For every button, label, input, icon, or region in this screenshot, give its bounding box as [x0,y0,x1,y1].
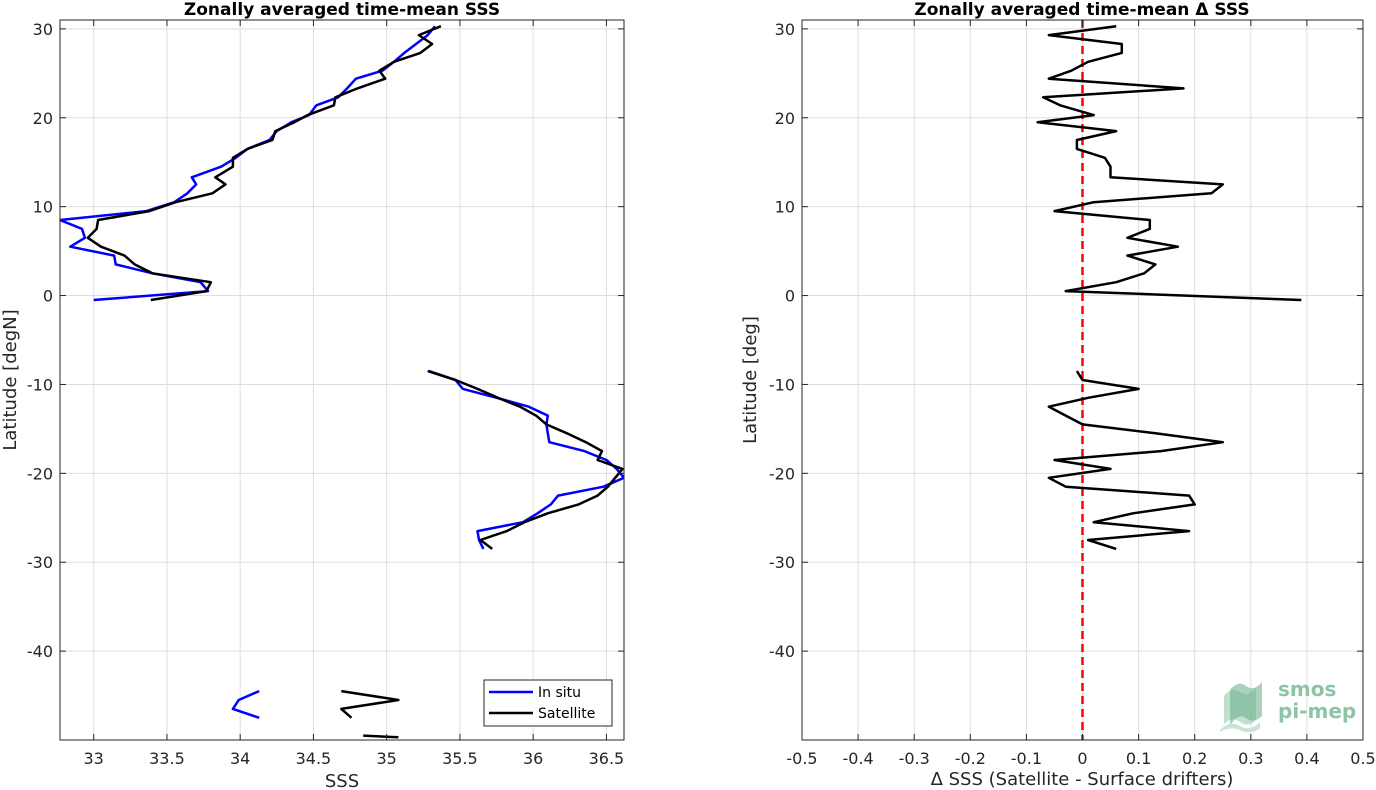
legend-label-in-situ: In situ [538,685,581,701]
delta-sss-x-tick-label: 0.4 [1294,749,1319,768]
logo-line-1: smos [1278,677,1337,701]
delta-sss-y-tick-label: 0 [785,287,795,306]
sss-y-tick-label: 20 [33,109,53,128]
sss-ticks: 33 33.5 34 34.5 35 35.5 36 36.5 -40 -30 -20 -10 0 10 2… [27,20,624,768]
sss-series-line-satellite [427,369,624,550]
sss-x-tick-label: 36 [523,749,543,768]
logo-waves-icon [1220,682,1262,733]
smos-pi-mep-logo: smos pi-mep [1220,676,1360,733]
sss-x-axis-label: SSS [325,771,359,790]
delta-sss-y-tick-label: -30 [769,553,795,572]
sss-panel: 33 33.5 34 34.5 35 35.5 36 36.5 -40 -30 -20 -10 0 10 2… [0,0,625,790]
delta-sss-x-tick-label: 0.3 [1238,749,1263,768]
delta-sss-y-tick-label: -10 [769,375,795,394]
delta-sss-x-axis-label: Δ SSS (Satellite - Surface drifters) [931,769,1234,790]
sss-lines [60,25,624,739]
legend-label-satellite: Satellite [538,706,595,722]
delta-sss-y-tick-label: 20 [775,109,795,128]
sss-series-line-in-situ [231,689,260,719]
sss-y-tick-label: -20 [27,464,53,483]
sss-y-tick-label: 30 [33,20,53,39]
delta-sss-x-tick-label: 0.5 [1350,749,1375,768]
delta-sss-chart-title: Zonally averaged time-mean Δ SSS [914,0,1249,20]
sss-series-line-in-situ [60,25,436,302]
delta-sss-y-tick-label: -40 [769,642,795,661]
sss-y-tick-label: -40 [27,642,53,661]
sss-x-tick-label: 34 [230,749,250,768]
delta-sss-panel: -0.5 -0.4 -0.3 -0.2 -0.1 0 0.1 0.2 0.3 0.4 0.5 -40 -… [740,0,1376,790]
sss-x-tick-label: 36.5 [589,749,625,768]
sss-plot-area [60,20,624,740]
delta-sss-x-tick-label: 0 [1077,749,1087,768]
delta-sss-x-tick-label: -0.2 [955,749,986,768]
sss-y-tick-label: -30 [27,553,53,572]
delta-sss-x-tick-label: -0.1 [1011,749,1042,768]
delta-sss-x-tick-label: 0.1 [1126,749,1151,768]
delta-sss-lines [1036,24,1302,551]
sss-y-axis-label: Latitude [degN] [0,309,21,450]
delta-sss-series-line-series-0 [1036,24,1302,302]
sss-x-tick-label: 33.5 [149,749,185,768]
sss-y-tick-label: 10 [33,198,53,217]
delta-sss-x-tick-label: 0.2 [1182,749,1207,768]
delta-sss-x-tick-label: -0.3 [899,749,930,768]
sss-series-line-satellite [363,734,399,739]
sss-y-tick-label: -10 [27,375,53,394]
delta-sss-y-tick-label: 10 [775,198,795,217]
delta-sss-series-line-series-0 [1047,370,1225,551]
sss-x-tick-label: 34.5 [296,749,332,768]
sss-chart-title: Zonally averaged time-mean SSS [184,0,500,20]
legend: In situ Satellite [483,679,613,727]
sss-series-line-satellite [86,25,442,302]
legend-box [483,679,613,727]
delta-sss-y-tick-label: -20 [769,464,795,483]
sss-x-tick-label: 35 [377,749,397,768]
delta-sss-ticks: -0.5 -0.4 -0.3 -0.2 -0.1 0 0.1 0.2 0.3 0.4 0.5 -40 -… [769,20,1376,768]
sss-x-tick-label: 33 [84,749,104,768]
delta-sss-y-tick-label: 30 [775,20,795,39]
logo-line-2: pi-mep [1278,699,1357,723]
sss-x-tick-label: 35.5 [442,749,478,768]
delta-sss-x-tick-label: -0.4 [842,749,873,768]
sss-y-tick-label: 0 [43,287,53,306]
sss-grid [60,20,624,740]
sss-series-line-satellite [340,689,400,719]
delta-sss-x-tick-label: -0.5 [786,749,817,768]
sss-axes-box [59,19,625,741]
delta-sss-y-axis-label: Latitude [deg] [740,316,761,444]
